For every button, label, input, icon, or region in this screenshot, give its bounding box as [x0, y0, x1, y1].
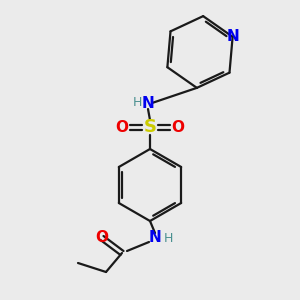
Text: O: O [95, 230, 109, 245]
Text: O: O [172, 119, 184, 134]
Text: N: N [142, 95, 154, 110]
Text: S: S [143, 118, 157, 136]
Text: N: N [148, 230, 161, 245]
Text: O: O [116, 119, 128, 134]
Text: H: H [132, 97, 142, 110]
Text: N: N [226, 29, 239, 44]
Text: H: H [163, 232, 173, 244]
